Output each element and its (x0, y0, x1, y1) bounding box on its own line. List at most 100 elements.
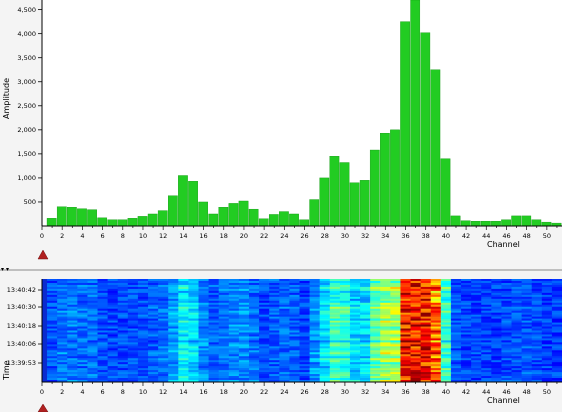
heatmap-cell (521, 338, 533, 341)
heatmap-cell (461, 334, 472, 337)
heatmap-cell (400, 279, 411, 282)
heatmap-cell (198, 330, 209, 333)
heatmap-cell (107, 348, 119, 351)
heatmap-cell (420, 346, 432, 349)
heatmap-cell (471, 362, 482, 365)
heatmap-cell (339, 288, 351, 292)
collapse-up-icon[interactable] (1, 268, 4, 271)
heatmap-cell (178, 302, 189, 306)
heatmap-cell (329, 338, 341, 341)
heatmap-cell (450, 342, 462, 345)
heatmap-cell (450, 286, 462, 290)
heatmap-cell (148, 292, 159, 296)
heatmap-cell (87, 324, 98, 327)
heatmap-cell (551, 352, 562, 355)
heatmap-cell (531, 290, 543, 294)
bar (501, 219, 511, 227)
heatmap-cell (400, 326, 411, 329)
heatmap-cell (319, 292, 331, 296)
heatmap-cell (461, 288, 472, 292)
heatmap-cell (97, 288, 108, 292)
heatmap-cell (238, 304, 250, 308)
heatmap-cell (67, 376, 78, 379)
heatmap-cell (117, 348, 129, 351)
heatmap-cell (339, 292, 351, 296)
heatmap-cell (218, 316, 230, 319)
heatmap-cell (269, 280, 280, 284)
heatmap-cell (289, 370, 300, 373)
heatmap-cell (380, 344, 391, 347)
heatmap-cell (541, 378, 553, 381)
heatmap-cell (289, 318, 300, 321)
heatmap-cell (329, 334, 341, 337)
heatmap-cell (87, 362, 98, 365)
heatmap-cell (248, 340, 260, 343)
heatmap-cell (400, 370, 411, 373)
heatmap-cell (349, 336, 361, 339)
heatmap-cell (178, 362, 189, 365)
heatmap-cell (319, 320, 331, 323)
heatmap-cell (87, 380, 98, 383)
bar (248, 208, 259, 227)
heatmap-cell (67, 318, 78, 321)
heatmap-cell (77, 324, 88, 327)
heatmap-cell (148, 296, 159, 300)
heatmap-cell (137, 302, 149, 306)
heatmap-cell (289, 292, 300, 296)
heatmap-cell (158, 284, 169, 288)
heatmap-cell (400, 284, 411, 288)
heatmap-cell (531, 312, 543, 315)
heatmap-cell (279, 310, 290, 313)
heatmap-cell (299, 338, 310, 341)
heatmap-cell (47, 310, 58, 313)
heatmap-cell (501, 318, 512, 321)
heatmap-cell (289, 334, 300, 337)
heatmap-cell (137, 332, 149, 335)
heatmap-cell (228, 342, 240, 345)
heatmap-cell (471, 330, 482, 333)
heatmap-cell (410, 306, 421, 310)
heatmap-cell (57, 279, 68, 282)
heatmap-cell (158, 342, 169, 345)
heatmap-cell (349, 312, 361, 315)
heatmap-cell (450, 366, 462, 369)
heatmap-cell (491, 344, 502, 347)
heatmap-cell (541, 302, 553, 306)
heatmap-cell (259, 320, 270, 323)
heatmap-cell (188, 380, 199, 383)
heatmap-cell (380, 280, 391, 284)
heatmap-cell (339, 316, 351, 319)
heatmap-cell (168, 364, 179, 367)
heatmap-cell (390, 292, 401, 296)
collapse-down-icon[interactable] (6, 268, 9, 271)
heatmap-cell (238, 298, 250, 302)
heatmap-cell (491, 286, 502, 290)
heatmap-cell (188, 342, 199, 345)
heatmap-cell (430, 374, 442, 377)
heatmap-cell (541, 320, 553, 323)
heatmap-marker-icon[interactable] (37, 403, 49, 412)
bar-chart-marker-icon[interactable] (37, 249, 49, 260)
heatmap-cell (228, 284, 240, 288)
heatmap-cell (461, 350, 472, 353)
heatmap-cell (168, 306, 179, 310)
heatmap-cell (450, 358, 462, 361)
heatmap-cell (461, 362, 472, 365)
heatmap-cell (188, 340, 199, 343)
heatmap-cell (107, 376, 119, 379)
heatmap-cell (77, 332, 88, 335)
heatmap-cell (390, 376, 401, 379)
heatmap-cell (349, 298, 361, 302)
heatmap-cell (380, 292, 391, 296)
heatmap-cell (117, 330, 129, 333)
heatmap-cell (107, 292, 119, 296)
heatmap-cell (127, 366, 139, 369)
heatmap-cell (400, 290, 411, 294)
heatmap-cell (491, 362, 502, 365)
heatmap-cell (127, 280, 139, 284)
heatmap-cell (481, 334, 492, 337)
heatmap-cell (319, 364, 331, 367)
heatmap-cell (67, 356, 78, 359)
heatmap-cell (481, 314, 492, 317)
heatmap-cell (178, 368, 189, 371)
